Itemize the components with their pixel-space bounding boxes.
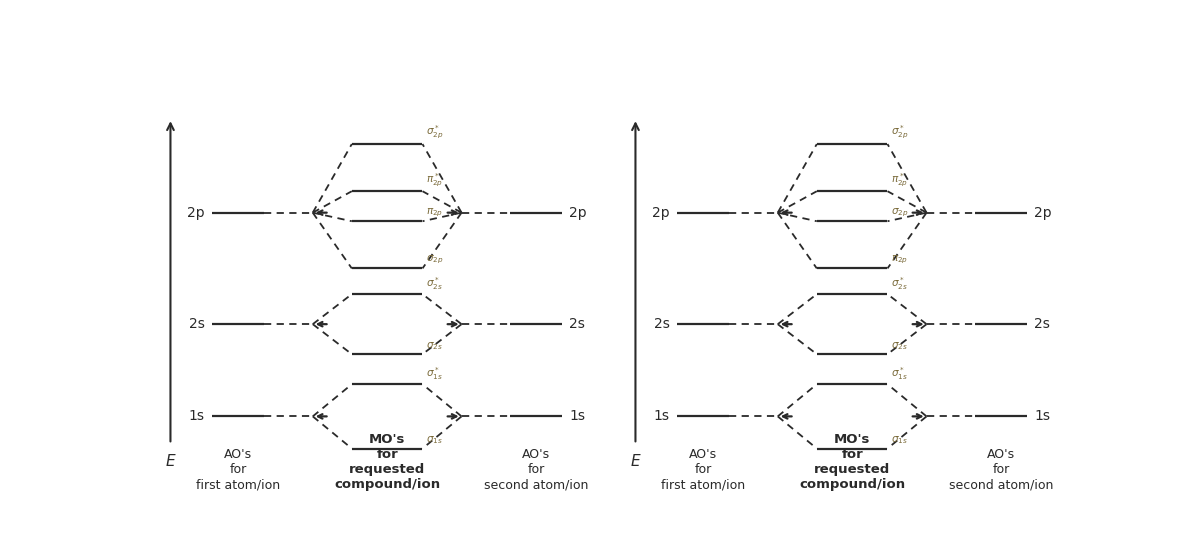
Text: E: E <box>166 454 175 469</box>
Text: 2s: 2s <box>1034 317 1050 331</box>
Text: MO's
for
requested
compound/ion: MO's for requested compound/ion <box>334 433 440 491</box>
Text: 1s: 1s <box>188 409 205 423</box>
Text: $\pi_{2p}$: $\pi_{2p}$ <box>426 206 443 219</box>
Text: $\sigma_{2s}$: $\sigma_{2s}$ <box>892 340 908 351</box>
Text: AO's
for
first atom/ion: AO's for first atom/ion <box>197 448 281 491</box>
Text: 2s: 2s <box>654 317 670 331</box>
Text: 2p: 2p <box>570 206 587 219</box>
Text: AO's
for
second atom/ion: AO's for second atom/ion <box>484 448 588 491</box>
Text: AO's
for
second atom/ion: AO's for second atom/ion <box>949 448 1054 491</box>
Text: $\sigma^*_{2s}$: $\sigma^*_{2s}$ <box>892 275 908 291</box>
Text: $\sigma^*_{1s}$: $\sigma^*_{1s}$ <box>892 365 908 382</box>
Text: $\sigma^*_{2s}$: $\sigma^*_{2s}$ <box>426 275 443 291</box>
Text: E: E <box>631 454 641 469</box>
Text: 2p: 2p <box>187 206 205 219</box>
Text: $\sigma^*_{1s}$: $\sigma^*_{1s}$ <box>426 365 443 382</box>
Text: $\sigma_{1s}$: $\sigma_{1s}$ <box>892 434 908 446</box>
Text: 2s: 2s <box>188 317 205 331</box>
Text: 2p: 2p <box>653 206 670 219</box>
Text: $\pi^*_{2p}$: $\pi^*_{2p}$ <box>426 171 443 189</box>
Text: AO's
for
first atom/ion: AO's for first atom/ion <box>661 448 745 491</box>
Text: 1s: 1s <box>654 409 670 423</box>
Text: 2s: 2s <box>570 317 586 331</box>
Text: $\pi_{2p}$: $\pi_{2p}$ <box>892 253 908 266</box>
Text: 2p: 2p <box>1034 206 1052 219</box>
Text: $\pi^*_{2p}$: $\pi^*_{2p}$ <box>892 171 908 189</box>
Text: $\sigma^*_{2p}$: $\sigma^*_{2p}$ <box>426 124 444 141</box>
Text: $\sigma_{2p}$: $\sigma_{2p}$ <box>426 253 444 266</box>
Text: MO's
for
requested
compound/ion: MO's for requested compound/ion <box>799 433 905 491</box>
Text: 1s: 1s <box>570 409 586 423</box>
Text: $\sigma_{2s}$: $\sigma_{2s}$ <box>426 340 443 351</box>
Text: 1s: 1s <box>1034 409 1050 423</box>
Text: $\sigma^*_{2p}$: $\sigma^*_{2p}$ <box>892 124 908 141</box>
Text: $\sigma_{1s}$: $\sigma_{1s}$ <box>426 434 443 446</box>
Text: $\sigma_{2p}$: $\sigma_{2p}$ <box>892 206 908 219</box>
